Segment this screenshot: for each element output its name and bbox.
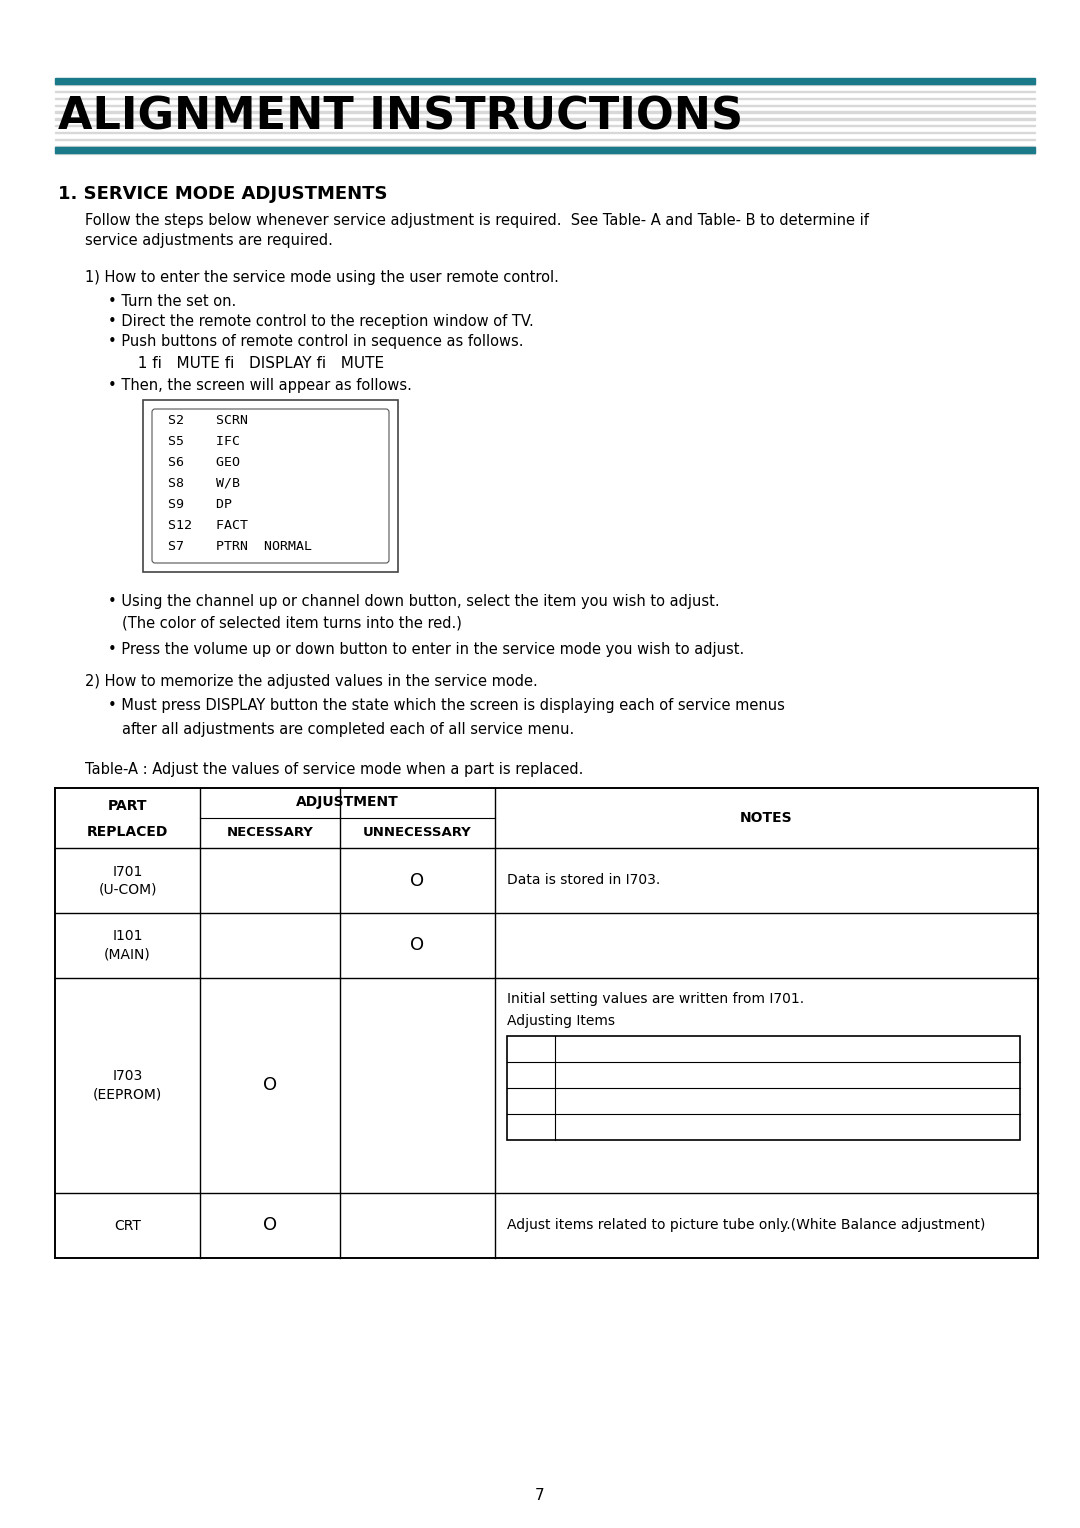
Text: RD/BD/RB/GB/BB: RD/BD/RB/GB/BB: [561, 1094, 673, 1108]
Text: after all adjustments are completed each of all service menu.: after all adjustments are completed each…: [122, 723, 575, 736]
Text: S9    DP: S9 DP: [168, 498, 232, 510]
Bar: [143, 400, 399, 571]
Text: Adjust items related to picture tube only.(White Balance adjustment): Adjust items related to picture tube onl…: [507, 1218, 985, 1233]
Text: (MAIN): (MAIN): [104, 947, 151, 961]
Text: O: O: [262, 1216, 278, 1235]
Text: Table-A : Adjust the values of service mode when a part is replaced.: Table-A : Adjust the values of service m…: [85, 762, 583, 778]
Text: S2    SCRN: S2 SCRN: [168, 414, 248, 426]
Text: ADJUSTMENT: ADJUSTMENT: [296, 795, 399, 808]
Text: I703: I703: [112, 1070, 143, 1083]
Text: UNNECESSARY: UNNECESSARY: [363, 825, 472, 839]
Text: Data is stored in I703.: Data is stored in I703.: [507, 874, 660, 888]
Text: Adjusting Items: Adjusting Items: [507, 1015, 615, 1028]
Text: 1. SERVICE MODE ADJUSTMENTS: 1. SERVICE MODE ADJUSTMENTS: [58, 185, 388, 203]
Text: I101: I101: [112, 929, 143, 943]
Text: RFAGCD: RFAGCD: [561, 1042, 615, 1056]
Text: I701: I701: [112, 865, 143, 879]
Text: REPLACED: REPLACED: [86, 825, 168, 839]
Text: S6    GEO: S6 GEO: [168, 455, 240, 469]
Text: CRT: CRT: [114, 1218, 140, 1233]
Text: O: O: [262, 1077, 278, 1094]
Bar: [55, 788, 1038, 1258]
Text: 1 fi   MUTE fi   DISPLAY fi   MUTE: 1 fi MUTE fi DISPLAY fi MUTE: [129, 356, 384, 371]
Bar: [507, 1036, 1020, 1140]
Text: O: O: [410, 871, 424, 889]
Text: Subbrightness: Subbrightness: [561, 1120, 657, 1134]
Text: ALIGNMENT INSTRUCTIONS: ALIGNMENT INSTRUCTIONS: [58, 95, 743, 139]
Text: (The color of selected item turns into the red.): (The color of selected item turns into t…: [122, 616, 462, 631]
Text: • Then, the screen will appear as follows.: • Then, the screen will appear as follow…: [108, 377, 411, 393]
Text: S8: S8: [513, 1094, 530, 1108]
FancyBboxPatch shape: [152, 410, 389, 562]
Text: • Turn the set on.: • Turn the set on.: [108, 293, 237, 309]
Text: 1) How to enter the service mode using the user remote control.: 1) How to enter the service mode using t…: [85, 270, 558, 286]
Text: S12   FACT: S12 FACT: [168, 520, 248, 532]
Text: • Press the volume up or down button to enter in the service mode you wish to ad: • Press the volume up or down button to …: [108, 642, 744, 657]
Text: • Push buttons of remote control in sequence as follows.: • Push buttons of remote control in sequ…: [108, 335, 524, 348]
Text: (U-COM): (U-COM): [98, 883, 157, 897]
Text: 7: 7: [536, 1487, 544, 1502]
Text: S7    PTRN  NORMAL: S7 PTRN NORMAL: [168, 539, 312, 553]
Text: Initial setting values are written from I701.: Initial setting values are written from …: [507, 992, 805, 1005]
Text: S8    W/B: S8 W/B: [168, 477, 240, 490]
Text: S5    IFC: S5 IFC: [168, 435, 240, 448]
Text: Follow the steps below whenever service adjustment is required.  See Table- A an: Follow the steps below whenever service …: [85, 212, 869, 228]
Text: S6: S6: [513, 1068, 530, 1082]
Text: S5: S5: [513, 1042, 530, 1056]
Text: S9: S9: [513, 1120, 530, 1134]
Text: H.PHASE/V.POSI/V.SIZE: H.PHASE/V.POSI/V.SIZE: [561, 1068, 711, 1082]
Bar: [55, 147, 1035, 153]
Text: NOTES: NOTES: [740, 811, 793, 825]
Text: • Direct the remote control to the reception window of TV.: • Direct the remote control to the recep…: [108, 313, 534, 329]
Bar: [55, 78, 1035, 84]
Text: • Using the channel up or channel down button, select the item you wish to adjus: • Using the channel up or channel down b…: [108, 594, 719, 610]
Text: service adjustments are required.: service adjustments are required.: [85, 232, 333, 248]
Text: O: O: [410, 937, 424, 955]
Text: 2) How to memorize the adjusted values in the service mode.: 2) How to memorize the adjusted values i…: [85, 674, 538, 689]
Text: NECESSARY: NECESSARY: [227, 825, 313, 839]
Text: • Must press DISPLAY button the state which the screen is displaying each of ser: • Must press DISPLAY button the state wh…: [108, 698, 785, 714]
Text: (EEPROM): (EEPROM): [93, 1088, 162, 1102]
Text: PART: PART: [108, 799, 147, 813]
